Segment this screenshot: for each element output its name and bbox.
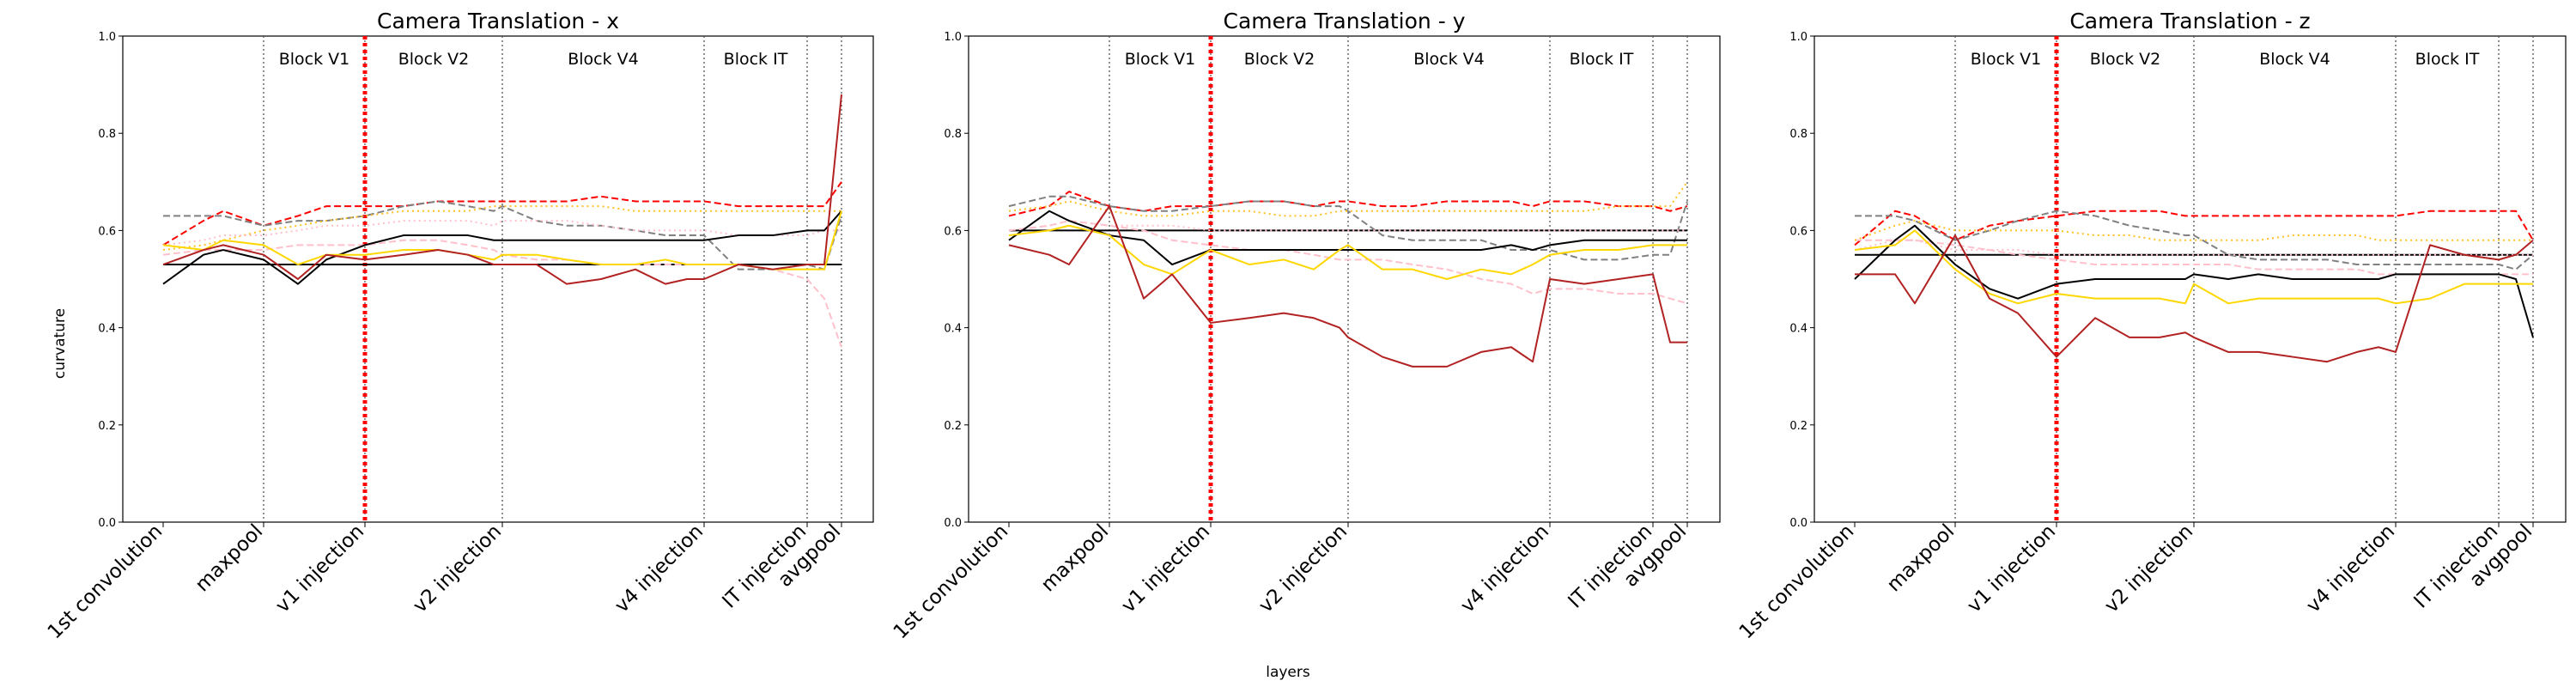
y-tick-label: 1.0 xyxy=(98,31,116,44)
series-line-3 xyxy=(162,239,842,348)
block-label: Block V4 xyxy=(568,50,639,69)
block-label: Block V2 xyxy=(398,50,470,69)
x-tick-label: v2 injection xyxy=(2100,520,2197,617)
chart-panel-3: Camera Translation - z 0.0 0.2 0.4 0.6 0.8 1.0… xyxy=(1735,9,2567,644)
chart-title: Camera Translation - x xyxy=(377,9,619,33)
y-tick-label: 0.4 xyxy=(98,323,116,336)
chart-panels: Camera Translation - x 0.0 0.2 0.4 0.6 0.8 1.0… xyxy=(44,9,2567,644)
y-tick-label: 0.2 xyxy=(944,420,962,433)
x-tick-label: maxpool xyxy=(1883,520,1959,597)
x-tick-label: v2 injection xyxy=(1255,520,1352,617)
y-tick-label: 1.0 xyxy=(944,31,962,44)
block-label: Block V4 xyxy=(2259,50,2330,69)
block-label: Block V1 xyxy=(279,50,350,69)
series-line-5 xyxy=(1854,239,2533,256)
x-tick-label: maxpool xyxy=(1037,520,1114,597)
x-tick-label: v4 injection xyxy=(1456,520,1553,617)
y-tick-label: 0.4 xyxy=(1789,323,1807,336)
chart-panel-2: Camera Translation - y 0.0 0.2 0.4 0.6 0.8 1.0… xyxy=(890,9,1721,644)
plot-area xyxy=(1814,35,2567,523)
x-tick-label: v4 injection xyxy=(2302,520,2399,617)
plot-area xyxy=(968,35,1721,523)
block-label: Block V1 xyxy=(1971,50,2042,69)
block-label: Block V2 xyxy=(2090,50,2161,69)
series-line-2 xyxy=(163,200,842,271)
block-label: Block V2 xyxy=(1244,50,1315,69)
series-line-5 xyxy=(162,220,841,246)
plot-area xyxy=(122,35,874,523)
block-label: Block IT xyxy=(2415,50,2480,69)
block-label: Block IT xyxy=(1570,50,1634,69)
series-line-6 xyxy=(1008,210,1687,266)
x-tick-label: v1 injection xyxy=(271,520,368,617)
y-tick-label: 0.6 xyxy=(98,225,116,238)
series-line-7 xyxy=(1008,224,1687,280)
chart-title: Camera Translation - y xyxy=(1224,9,1466,33)
y-tick-label: 0.0 xyxy=(98,517,116,530)
block-label: Block V4 xyxy=(1413,50,1485,69)
series-line-1 xyxy=(1008,191,1688,217)
chart-title: Camera Translation - z xyxy=(2069,9,2310,33)
block-label: Block IT xyxy=(724,50,788,69)
series-line-6 xyxy=(162,210,842,285)
y-tick-label: 0.2 xyxy=(98,420,116,433)
series-line-8 xyxy=(1008,205,1687,368)
x-tick-label: v1 injection xyxy=(1117,520,1214,617)
y-tick-label: 0.8 xyxy=(98,128,116,141)
x-tick-label: v1 injection xyxy=(1963,520,2060,617)
series-line-7 xyxy=(1854,229,2533,305)
chart-panel-1: Camera Translation - x 0.0 0.2 0.4 0.6 0.8 1.0… xyxy=(44,9,874,644)
series-line-2 xyxy=(1855,210,2534,271)
block-label: Block V1 xyxy=(1125,50,1196,69)
series-line-6 xyxy=(1854,224,2534,338)
x-tick-label: 1st convolution xyxy=(890,520,1013,644)
series-line-8 xyxy=(162,94,842,285)
series-line-8 xyxy=(1855,234,2534,363)
series-line-5 xyxy=(1008,220,1687,232)
series-line-2 xyxy=(1008,195,1688,261)
series-line-1 xyxy=(162,181,842,246)
y-tick-label: 0.8 xyxy=(944,128,962,141)
y-tick-label: 0.0 xyxy=(1789,517,1807,530)
x-tick-label: 1st convolution xyxy=(1735,520,1859,644)
y-tick-label: 0.2 xyxy=(1789,420,1807,433)
y-tick-label: 0.6 xyxy=(1789,225,1807,238)
figure-xlabel: layers xyxy=(1266,664,1310,681)
x-tick-label: v4 injection xyxy=(611,520,708,617)
figure-ylabel: curvature xyxy=(52,308,69,379)
y-tick-label: 0.4 xyxy=(944,323,962,336)
y-tick-label: 1.0 xyxy=(1789,31,1807,44)
x-tick-label: 1st convolution xyxy=(44,520,167,644)
series-line-4 xyxy=(1854,220,2533,241)
y-tick-label: 0.8 xyxy=(1789,128,1807,141)
y-tick-label: 0.6 xyxy=(944,225,962,238)
y-tick-label: 0.0 xyxy=(944,517,962,530)
x-tick-label: maxpool xyxy=(191,520,268,597)
x-tick-label: v2 injection xyxy=(409,520,506,617)
series-line-3 xyxy=(1008,220,1688,305)
